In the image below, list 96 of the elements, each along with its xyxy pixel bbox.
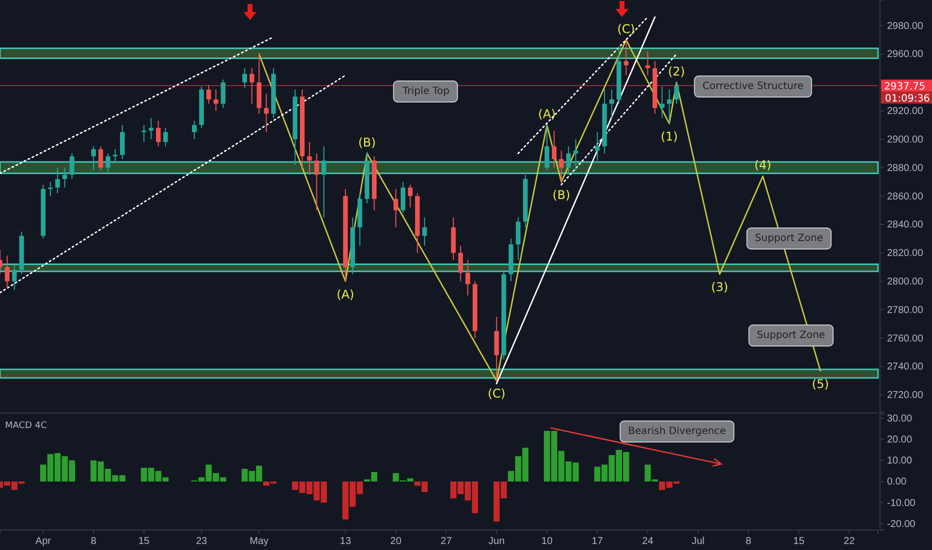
candlestick (62, 167, 68, 188)
candlestick (552, 130, 556, 168)
y-tick-label: 2820.00 (887, 248, 924, 260)
candlestick (242, 68, 248, 89)
x-tick-label: 15 (138, 536, 150, 548)
text: MACD 4C (5, 421, 47, 431)
annotation: (A) (538, 107, 556, 122)
candlestick (70, 152, 74, 180)
candlestick (458, 245, 463, 282)
x-tick-label: 27 (440, 536, 452, 548)
candlestick (214, 89, 218, 112)
candlestick (408, 184, 413, 208)
y-tick-label: 2880.00 (887, 162, 924, 174)
annotation: (1) (660, 130, 678, 144)
candlestick (624, 39, 628, 76)
x-tick-label: 24 (642, 536, 654, 548)
candlestick (4, 255, 10, 289)
annotation: Support Zone (754, 233, 824, 244)
y-tick-label: 2740.00 (887, 362, 924, 373)
x-tick-label: 8 (90, 536, 97, 548)
candlestick (544, 124, 550, 171)
candlestick (594, 132, 600, 162)
candlestick (112, 148, 118, 164)
candlestick (192, 120, 197, 140)
x-tick-label: 15 (793, 536, 805, 548)
y-tick-label: 2960.00 (887, 49, 924, 60)
candlestick (516, 216, 521, 260)
y-tick-label: 2800.00 (887, 276, 924, 288)
candlestick (156, 120, 161, 147)
x-tick-label: 22 (844, 536, 856, 548)
candlestick (120, 124, 125, 160)
x-tick-label: 13 (340, 536, 352, 548)
candlestick (322, 146, 326, 218)
y-tick-label: 20.00 (887, 434, 912, 446)
x-tick-label: Apr (35, 536, 52, 548)
text: 01:09:36 (885, 94, 930, 105)
candlestick (559, 150, 564, 184)
x-tick-label: 20 (390, 536, 402, 548)
y-tick-label: 30.00 (887, 413, 912, 424)
candlestick (314, 152, 319, 211)
candlestick (393, 188, 398, 228)
x-tick-label: 23 (196, 536, 208, 548)
candlestick (220, 79, 226, 108)
candlestick (307, 142, 312, 176)
y-tick-label: 2900.00 (887, 134, 924, 146)
x-tick-label: 8 (746, 536, 752, 548)
x-tick-label: Jul (692, 536, 704, 548)
x-tick-label: May (250, 536, 269, 548)
y-tick-label: 10.00 (887, 456, 912, 467)
candlestick (55, 167, 60, 194)
candlestick (666, 89, 672, 124)
annotation: Corrective Structure (702, 81, 804, 92)
y-tick-label: 2920.00 (887, 106, 924, 118)
candlestick (264, 93, 269, 133)
candlestick (465, 259, 470, 296)
candlestick (609, 89, 614, 118)
candlestick (12, 264, 17, 290)
candlestick (660, 86, 664, 118)
annotation: (B) (358, 135, 376, 150)
ref-line-label: 2937.75 (884, 82, 926, 93)
y-tick-label: 2780.00 (887, 304, 924, 316)
annotation: Triple Top (402, 86, 450, 97)
candlestick (573, 138, 578, 171)
x-tick-label: 17 (592, 536, 604, 548)
candlestick (163, 127, 168, 147)
candlestick (422, 216, 427, 246)
x-tick-label: Jun (488, 536, 505, 548)
annotation: (2) (668, 64, 685, 78)
annotation: (4) (754, 158, 772, 172)
annotation: Support Zone (756, 330, 826, 341)
y-tick-label: 2720.00 (887, 390, 924, 402)
y-tick-label: -10.00 (887, 498, 916, 509)
y-tick-label: 2860.00 (887, 191, 924, 202)
candlestick (206, 84, 212, 104)
x-tick-label: 10 (541, 536, 553, 548)
candlestick (142, 124, 146, 143)
annotation: (C) (617, 22, 635, 36)
y-tick-label: 2840.00 (887, 220, 924, 231)
y-tick-label: -20.00 (887, 518, 916, 530)
annotation: (A) (336, 287, 354, 302)
candlestick (250, 68, 254, 104)
candlestick (566, 146, 571, 176)
candlestick (106, 152, 110, 172)
y-tick-label: 2760.00 (887, 333, 924, 344)
annotation: (B) (552, 188, 570, 202)
candlestick (91, 146, 96, 171)
annotation: Bearish Divergence (628, 426, 726, 437)
y-tick-label: 0.00 (887, 476, 907, 488)
annotation: (5) (812, 376, 829, 391)
annotation: (C) (488, 386, 506, 401)
candlestick (48, 181, 53, 197)
y-tick-label: 2980.00 (887, 20, 924, 32)
candlestick (400, 181, 406, 214)
annotation: (3) (711, 280, 728, 294)
candlestick (674, 82, 679, 104)
candlestick (98, 146, 104, 171)
